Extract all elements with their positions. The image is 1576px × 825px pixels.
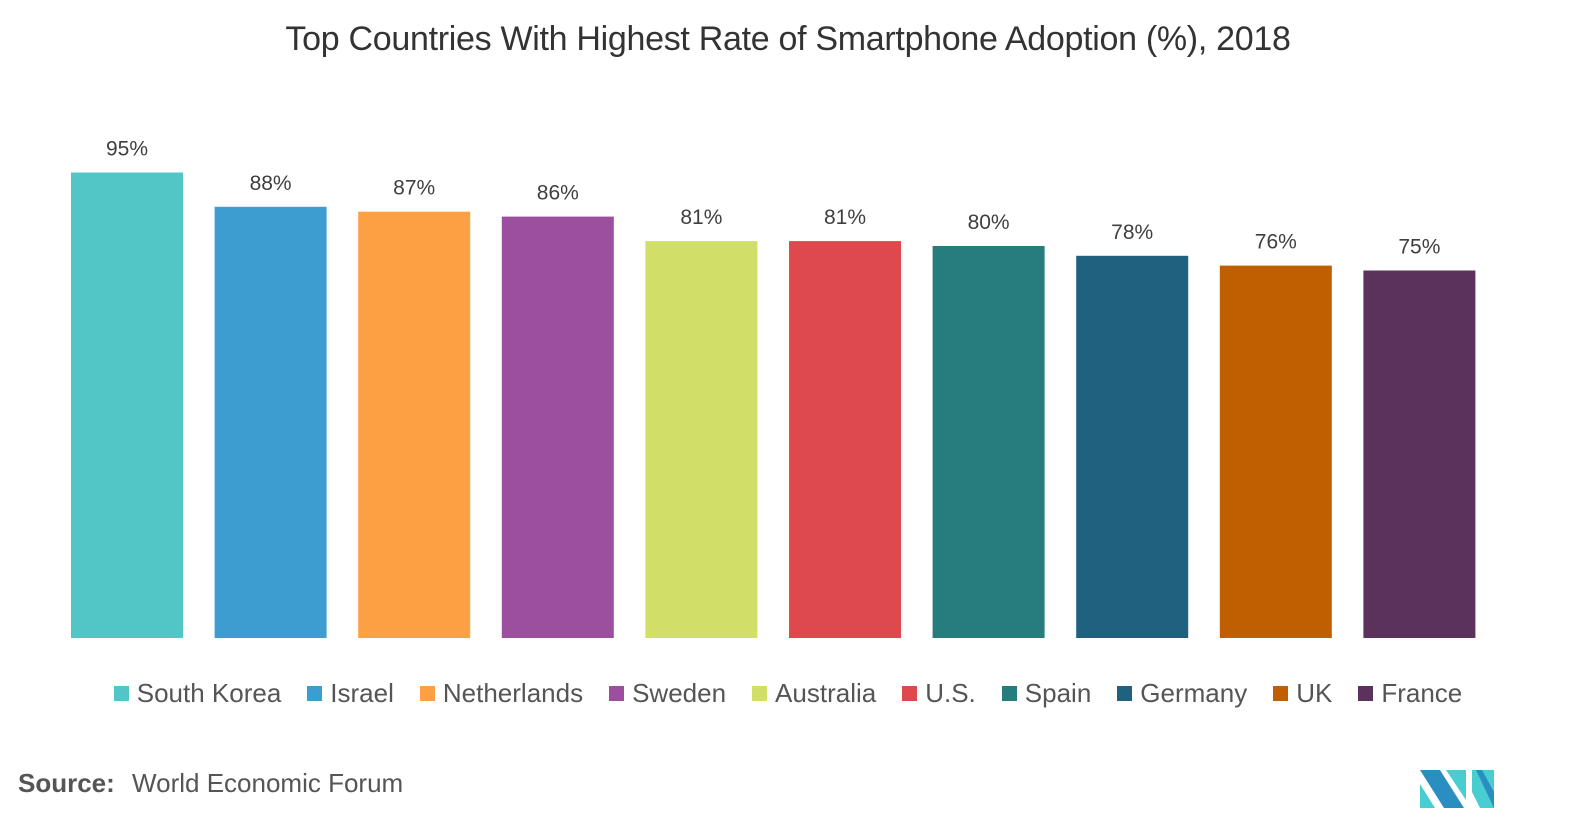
bar-south-korea (71, 172, 183, 638)
legend-swatch (1117, 686, 1133, 701)
legend-swatch (419, 686, 435, 701)
legend: South Korea Israel Netherlands Sweden Austra… (0, 678, 1576, 709)
legend-item: UK (1273, 678, 1332, 709)
logo-mid-block (1446, 770, 1466, 800)
legend-item: U.S. (902, 678, 976, 709)
data-label: 80% (968, 211, 1010, 234)
legend-item: Sweden (609, 678, 726, 709)
bar-israel (214, 206, 327, 639)
legend-item: Germany (1117, 678, 1247, 709)
bar-u-s (789, 241, 901, 638)
legend-label: South Korea (136, 678, 282, 708)
data-label: 95% (106, 138, 148, 161)
legend-swatch (609, 686, 625, 701)
data-label: 78% (1111, 221, 1153, 244)
data-label: 87% (393, 177, 435, 200)
legend-swatch (752, 686, 768, 701)
legend-item: France (1358, 678, 1462, 709)
bar-netherlands (358, 211, 471, 638)
bar-germany (1076, 255, 1189, 639)
legend-item: Australia (752, 678, 876, 709)
legend-swatch (113, 686, 129, 701)
bar-chart: 95% 88% 87% 86% 81% 81% 80% 78% 76% 75% (71, 138, 1476, 639)
legend-label: Israel (330, 678, 394, 708)
bar-spain (932, 246, 1045, 638)
source-label: Source: (18, 768, 115, 798)
data-labels-group: 95% 88% 87% 86% 81% 81% 80% 78% 76% 75% (106, 138, 1440, 259)
bar-australia (645, 241, 758, 638)
legend-label: Australia (775, 678, 877, 708)
legend-label: Spain (1024, 678, 1092, 708)
legend-swatch (1273, 686, 1289, 701)
logo-right-stripe (1476, 770, 1494, 808)
bar-sweden (501, 216, 614, 638)
data-label: 81% (680, 206, 722, 229)
legend-swatch (307, 686, 323, 701)
legend-item: Netherlands (419, 678, 584, 709)
legend-swatch (1358, 686, 1374, 701)
bars-group (71, 172, 1476, 639)
data-label: 81% (824, 206, 866, 229)
bar-uk (1219, 265, 1332, 638)
legend-item: South Korea (113, 678, 282, 709)
data-label: 75% (1398, 236, 1440, 259)
data-label: 86% (537, 182, 579, 205)
bar-france (1363, 270, 1476, 638)
source-note: Source: World Economic Forum (18, 768, 403, 799)
logo-right-block (1472, 770, 1494, 808)
logo-left-block (1420, 770, 1464, 808)
legend-label: Germany (1140, 678, 1248, 708)
logo-left-foot (1420, 784, 1435, 808)
legend-swatch (902, 686, 918, 701)
legend-item: Israel (307, 678, 394, 709)
mordor-intelligence-logo-icon (1420, 770, 1494, 808)
legend-label: U.S. (925, 678, 976, 708)
legend-label: Sweden (632, 678, 727, 708)
legend-label: UK (1296, 678, 1333, 708)
legend-label: Netherlands (442, 678, 584, 708)
source-value: World Economic Forum (132, 768, 404, 798)
legend-item: Spain (1001, 678, 1092, 709)
legend-label: France (1381, 678, 1463, 708)
chart-title: Top Countries With Highest Rate of Smart… (285, 20, 1291, 58)
legend-swatch (1001, 686, 1017, 701)
data-label: 76% (1255, 231, 1297, 254)
data-label: 88% (250, 172, 292, 195)
